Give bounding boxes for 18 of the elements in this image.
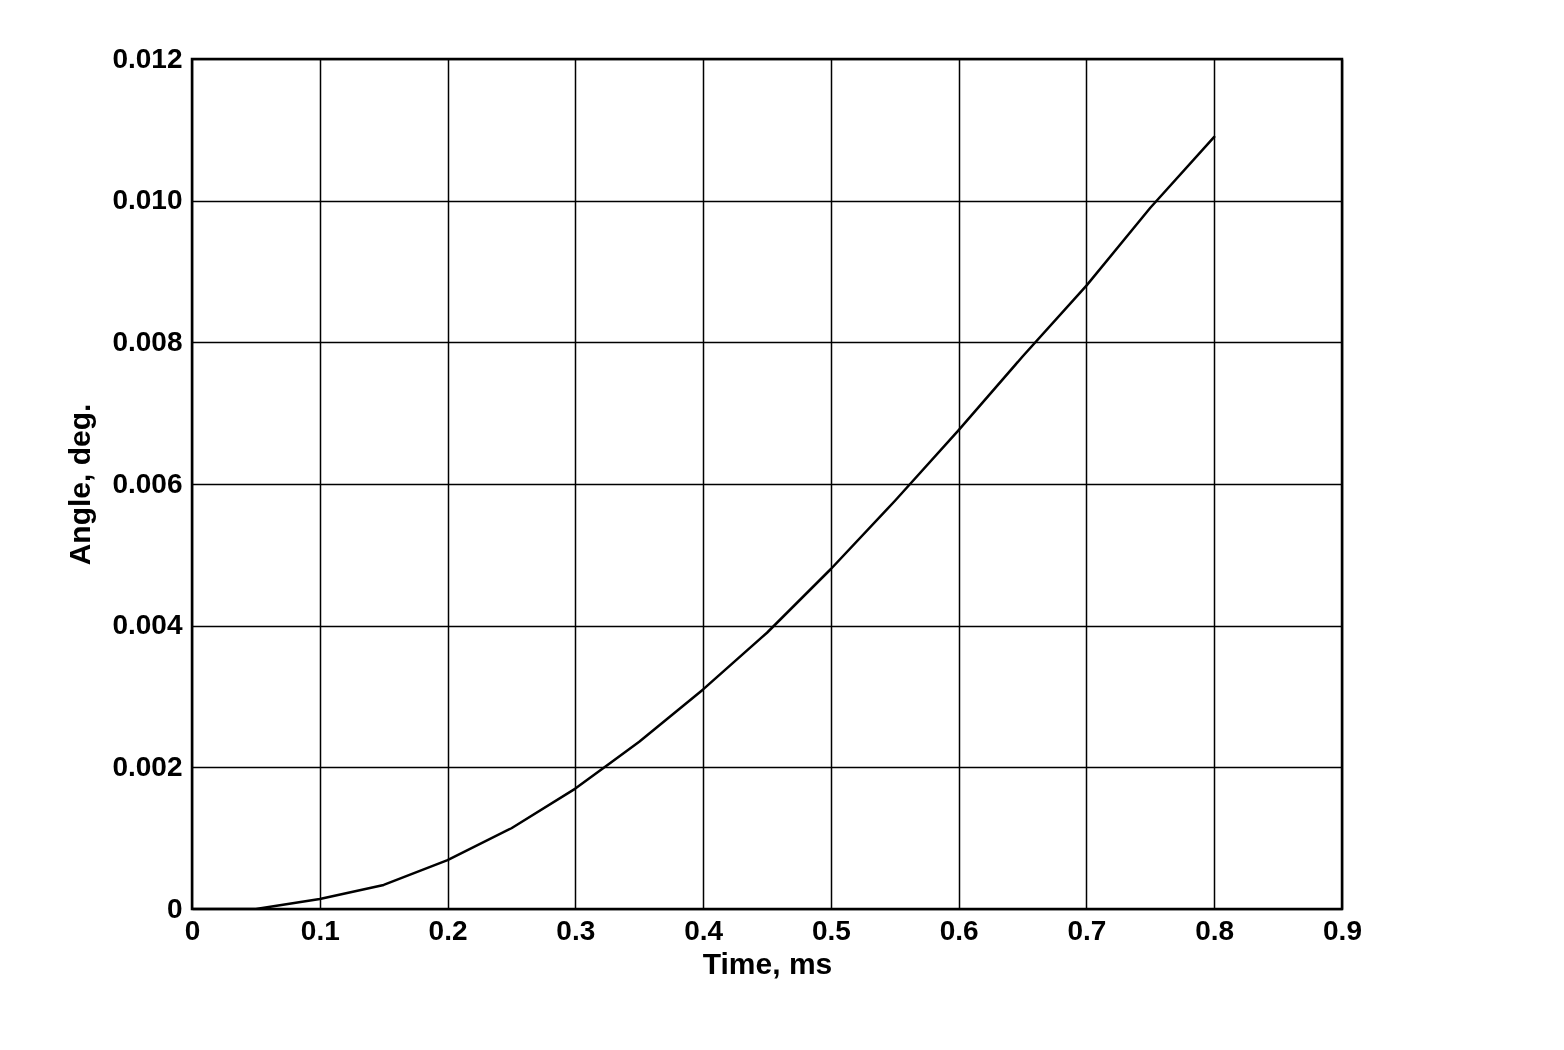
x-tick-label: 0.3 bbox=[556, 914, 596, 946]
x-tick-label: 0.6 bbox=[939, 914, 979, 946]
y-tick-label: 0.002 bbox=[112, 750, 183, 782]
x-tick-label: 0.2 bbox=[428, 914, 468, 946]
y-tick-label: 0.008 bbox=[112, 325, 183, 357]
y-axis-title: Angle, deg. bbox=[63, 403, 97, 566]
x-tick-label: 0.9 bbox=[1323, 914, 1362, 946]
x-tick-label: 0.4 bbox=[684, 914, 724, 946]
y-tick-label: 0.012 bbox=[112, 42, 183, 74]
y-tick-label: 0.006 bbox=[112, 467, 183, 499]
x-tick-label: 0.8 bbox=[1195, 914, 1235, 946]
y-tick-label: 0.010 bbox=[112, 184, 183, 216]
x-tick-label: 0.1 bbox=[300, 914, 340, 946]
y-tick-label: 0.004 bbox=[112, 609, 183, 641]
x-axis-title: Time, ms bbox=[702, 946, 833, 980]
x-tick-label: 0.5 bbox=[811, 914, 851, 946]
y-tick-label: 0 bbox=[166, 892, 183, 924]
x-tick-label: 0.7 bbox=[1067, 914, 1107, 946]
